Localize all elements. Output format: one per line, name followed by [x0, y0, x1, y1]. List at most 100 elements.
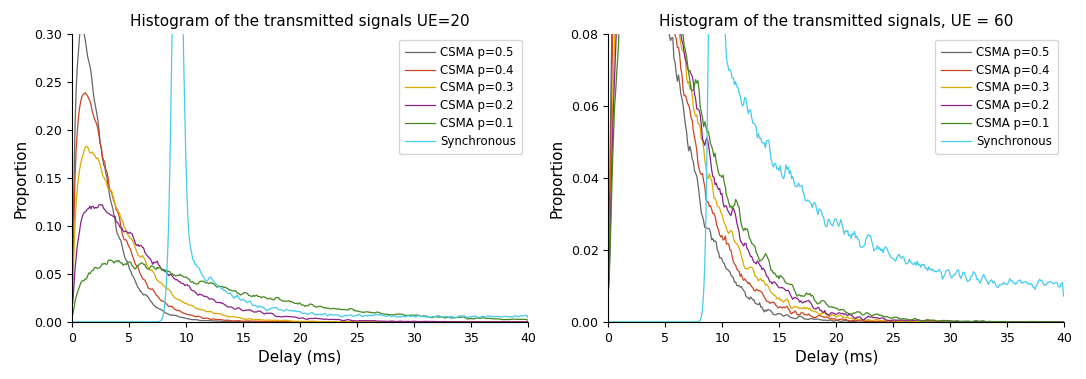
CSMA p=0.1: [88, 265, 101, 270]
CSMA p=0.5: [75, 23, 88, 28]
CSMA p=0.3: [66, 283, 79, 288]
CSMA p=0.2: [521, 319, 534, 324]
Legend: CSMA p=0.5, CSMA p=0.4, CSMA p=0.3, CSMA p=0.2, CSMA p=0.1, Synchronous: CSMA p=0.5, CSMA p=0.4, CSMA p=0.3, CSMA…: [935, 40, 1058, 153]
CSMA p=0.5: [521, 319, 534, 324]
Line: CSMA p=0.5: CSMA p=0.5: [609, 0, 1063, 322]
Y-axis label: Proportion: Proportion: [550, 138, 565, 218]
CSMA p=0.1: [613, 29, 626, 33]
Synchronous: [962, 278, 975, 283]
CSMA p=0.5: [868, 319, 881, 324]
CSMA p=0.2: [76, 213, 89, 217]
CSMA p=0.3: [741, 266, 754, 271]
CSMA p=0.3: [485, 319, 498, 324]
CSMA p=0.2: [160, 271, 173, 275]
CSMA p=0.4: [963, 319, 976, 324]
Synchronous: [76, 319, 89, 324]
CSMA p=0.5: [485, 319, 498, 324]
Line: CSMA p=0.4: CSMA p=0.4: [609, 0, 1063, 322]
CSMA p=0.3: [427, 319, 440, 324]
Synchronous: [613, 319, 626, 324]
CSMA p=0.2: [491, 319, 504, 324]
CSMA p=0.5: [427, 319, 440, 324]
Synchronous: [624, 319, 637, 324]
Synchronous: [66, 319, 79, 324]
CSMA p=0.4: [603, 268, 616, 273]
Legend: CSMA p=0.5, CSMA p=0.4, CSMA p=0.3, CSMA p=0.2, CSMA p=0.1, Synchronous: CSMA p=0.5, CSMA p=0.4, CSMA p=0.3, CSMA…: [400, 40, 522, 153]
CSMA p=0.5: [254, 319, 267, 324]
CSMA p=0.2: [741, 246, 754, 251]
CSMA p=0.1: [204, 280, 217, 285]
Synchronous: [603, 319, 616, 324]
CSMA p=0.2: [88, 206, 101, 211]
CSMA p=0.4: [310, 319, 323, 324]
CSMA p=0.3: [909, 319, 922, 324]
Line: CSMA p=0.4: CSMA p=0.4: [73, 93, 528, 322]
CSMA p=0.2: [696, 136, 709, 141]
Line: Synchronous: Synchronous: [73, 0, 528, 322]
Synchronous: [695, 315, 708, 319]
CSMA p=0.4: [204, 317, 217, 322]
CSMA p=0.4: [76, 92, 89, 97]
Line: CSMA p=0.2: CSMA p=0.2: [609, 0, 1063, 322]
CSMA p=0.3: [1022, 319, 1035, 324]
CSMA p=0.5: [963, 319, 976, 324]
CSMA p=0.1: [484, 316, 497, 321]
CSMA p=0.1: [741, 227, 754, 231]
CSMA p=0.2: [1022, 319, 1035, 324]
CSMA p=0.2: [66, 301, 79, 305]
CSMA p=0.3: [1057, 319, 1070, 324]
Line: Synchronous: Synchronous: [609, 0, 1063, 322]
Line: CSMA p=0.2: CSMA p=0.2: [73, 205, 528, 322]
CSMA p=0.1: [103, 258, 116, 262]
CSMA p=0.4: [877, 319, 891, 324]
Line: CSMA p=0.5: CSMA p=0.5: [73, 26, 528, 322]
CSMA p=0.1: [987, 319, 1000, 324]
CSMA p=0.1: [603, 287, 616, 291]
CSMA p=0.3: [89, 155, 102, 160]
Title: Histogram of the transmitted signals UE=20: Histogram of the transmitted signals UE=…: [130, 14, 470, 29]
CSMA p=0.4: [521, 319, 534, 324]
CSMA p=0.4: [427, 319, 440, 324]
CSMA p=0.3: [696, 137, 709, 142]
CSMA p=0.3: [521, 319, 534, 324]
Y-axis label: Proportion: Proportion: [14, 138, 29, 218]
Line: CSMA p=0.3: CSMA p=0.3: [73, 146, 528, 322]
CSMA p=0.2: [426, 319, 439, 324]
CSMA p=0.2: [93, 202, 106, 207]
CSMA p=0.2: [962, 319, 975, 324]
CSMA p=0.3: [349, 319, 362, 324]
CSMA p=0.5: [1057, 319, 1070, 324]
CSMA p=0.4: [79, 91, 92, 95]
Synchronous: [88, 319, 101, 324]
CSMA p=0.2: [204, 296, 217, 301]
CSMA p=0.5: [66, 244, 79, 248]
Line: CSMA p=0.1: CSMA p=0.1: [73, 260, 528, 320]
CSMA p=0.1: [1022, 319, 1035, 324]
CSMA p=0.1: [521, 318, 534, 323]
CSMA p=0.2: [964, 319, 977, 324]
CSMA p=0.1: [1057, 319, 1070, 324]
Title: Histogram of the transmitted signals, UE = 60: Histogram of the transmitted signals, UE…: [659, 14, 1013, 29]
CSMA p=0.5: [696, 214, 709, 218]
CSMA p=0.2: [603, 282, 616, 286]
CSMA p=0.3: [160, 287, 173, 291]
CSMA p=0.1: [426, 315, 439, 319]
CSMA p=0.4: [89, 119, 102, 124]
CSMA p=0.3: [76, 153, 89, 158]
Synchronous: [426, 314, 439, 319]
CSMA p=0.5: [741, 295, 754, 299]
Synchronous: [204, 275, 217, 279]
CSMA p=0.1: [160, 268, 173, 273]
CSMA p=0.3: [204, 309, 217, 314]
CSMA p=0.5: [78, 32, 91, 36]
CSMA p=0.3: [963, 319, 976, 324]
Synchronous: [1057, 294, 1070, 298]
CSMA p=0.4: [66, 265, 79, 269]
CSMA p=0.4: [485, 319, 498, 324]
CSMA p=0.5: [89, 105, 102, 109]
CSMA p=0.5: [603, 247, 616, 252]
CSMA p=0.4: [1057, 319, 1070, 324]
CSMA p=0.2: [484, 319, 497, 324]
CSMA p=0.5: [1022, 319, 1035, 324]
CSMA p=0.3: [80, 144, 93, 149]
